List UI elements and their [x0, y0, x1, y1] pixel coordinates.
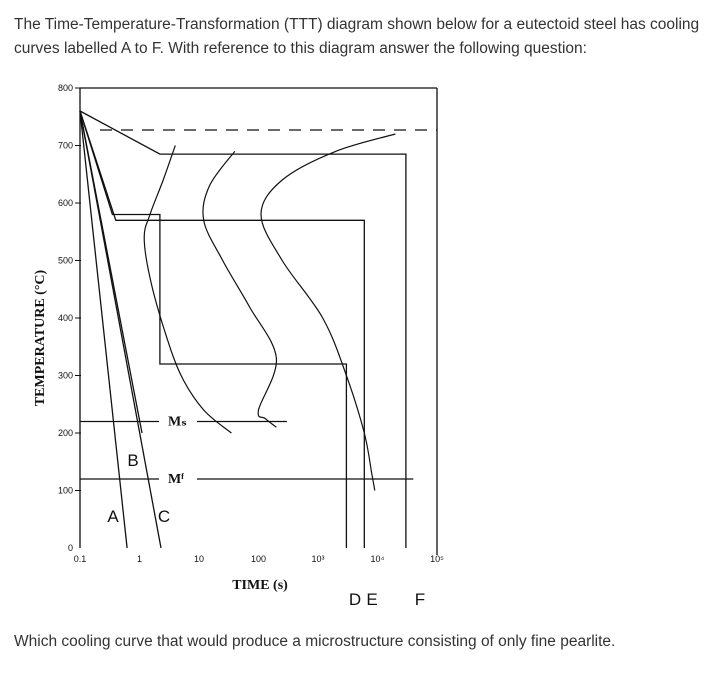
cooling-curve-d	[79, 110, 348, 548]
x-axis-label: TIME (s)	[232, 578, 288, 593]
y-tick-label: 400	[58, 313, 73, 323]
transformation-curve-start	[143, 145, 232, 434]
y-tick-label: 200	[58, 428, 73, 438]
y-tick-label: 100	[58, 486, 73, 496]
curve-label-d: D	[349, 590, 361, 609]
x-tick-label: 10³	[311, 554, 324, 564]
question-text: Which cooling curve that would produce a…	[14, 633, 616, 650]
x-tick-label: 100	[251, 554, 266, 564]
curve-label-c: C	[158, 507, 170, 526]
x-tick-label: 10	[194, 554, 204, 564]
y-tick-label: 600	[58, 198, 73, 208]
intro-text: The Time-Temperature-Transformation (TTT…	[14, 16, 700, 57]
curve-label-b: B	[127, 451, 138, 470]
plot-area: 0 100 200 300 400 500 600 700 800 0.1 1 10 100 10³ 10⁴…	[58, 83, 444, 609]
cooling-curve-c	[79, 110, 162, 549]
curve-label-f: F	[415, 590, 425, 609]
y-tick-label: 700	[58, 141, 73, 151]
y-tick-label: 300	[58, 371, 73, 381]
x-tick-label: 1	[137, 554, 142, 564]
y-tick-label: 800	[58, 83, 73, 93]
mf-label: Mᶠ	[168, 472, 184, 487]
cooling-curve-e	[79, 110, 365, 548]
y-tick-label: 0	[68, 543, 73, 553]
x-tick-label: 10⁵	[430, 554, 444, 564]
y-tick-label: 500	[58, 256, 73, 266]
cooling-curve-a	[79, 110, 128, 549]
cooling-curve-f	[79, 110, 407, 548]
transformation-curve-finish-lower	[260, 133, 396, 491]
curve-label-a: A	[107, 507, 119, 526]
ms-label: Mₛ	[168, 415, 187, 430]
x-tick-label: 10⁴	[371, 554, 385, 564]
curve-label-e: E	[366, 590, 377, 609]
y-axis-label: TEMPERATURE (°C)	[33, 269, 48, 406]
x-tick-label: 0.1	[74, 554, 87, 564]
transformation-curve-finish	[202, 150, 278, 428]
